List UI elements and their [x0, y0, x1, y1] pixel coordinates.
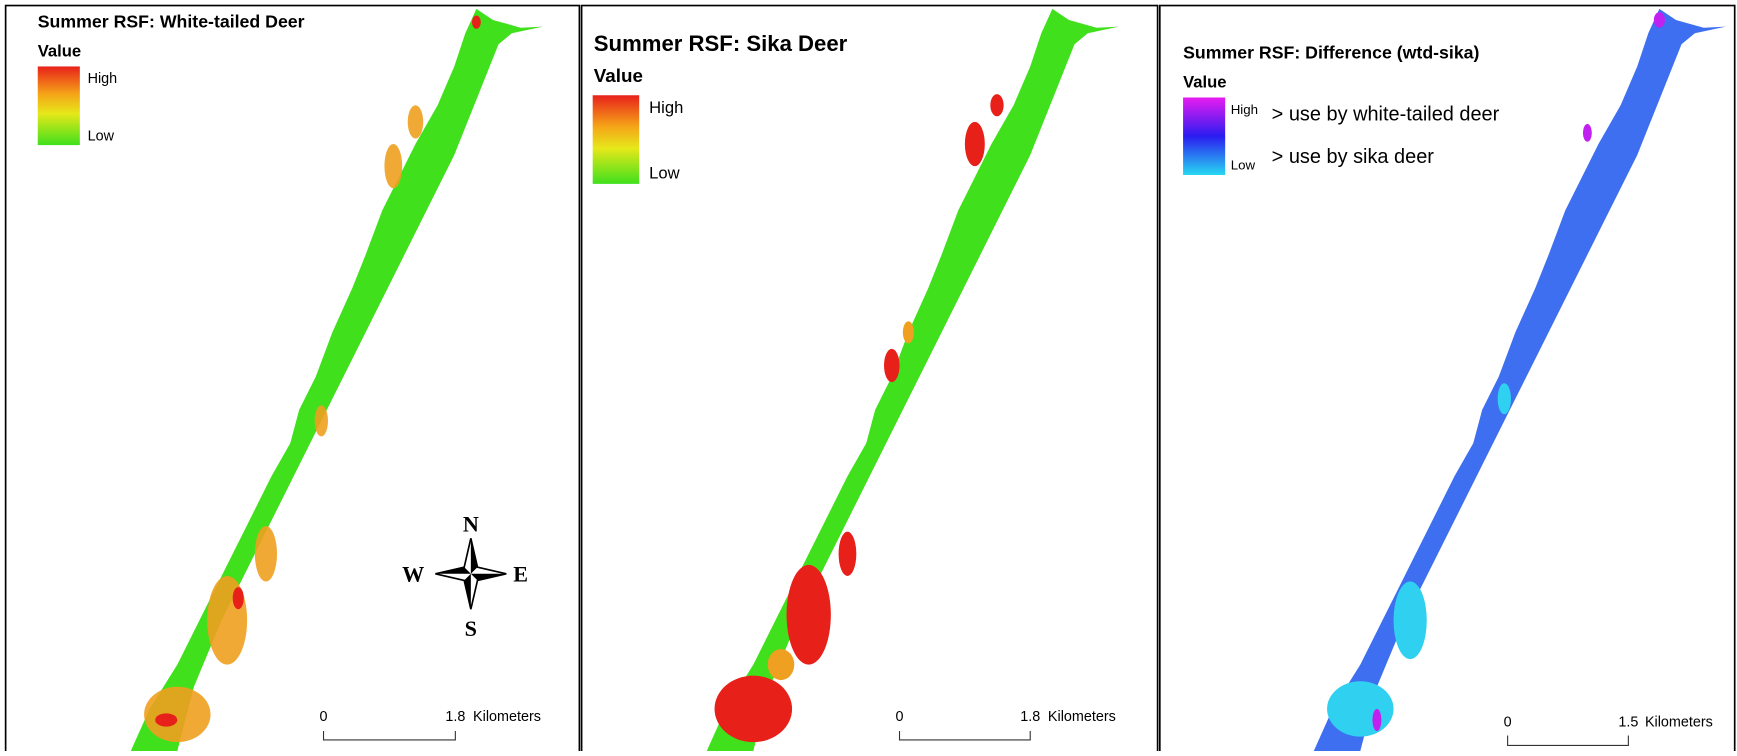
figure: Summer RSF: White-tailed Deer Value High Lo…	[0, 0, 1737, 751]
legend-low: Low	[649, 163, 680, 182]
compass	[435, 538, 506, 609]
legend-low: Low	[1231, 157, 1256, 172]
compass-n: N	[463, 512, 479, 537]
legend-note: > use by sika deer	[1272, 146, 1435, 168]
legend-note: > use by white-tailed deer	[1272, 104, 1500, 126]
map-wtd	[131, 9, 543, 751]
panel-title: Summer RSF: White-tailed Deer	[38, 12, 305, 32]
panel-title: Summer RSF: Difference (wtd-sika)	[1183, 43, 1479, 63]
panel-title: Summer RSF: Sika Deer	[594, 31, 848, 56]
legend-high: High	[1231, 102, 1258, 117]
page: {"panels": [ {"title": "Summer RSF: Whit…	[0, 0, 1737, 751]
scale-start: 0	[320, 709, 328, 725]
map-sika	[707, 9, 1119, 751]
compass-s: S	[465, 616, 477, 641]
legend-ramp	[38, 66, 80, 145]
compass-w: W	[402, 562, 424, 587]
legend-ramp	[593, 95, 640, 184]
legend-high: High	[649, 98, 683, 117]
scale-unit: Kilometers	[1645, 715, 1713, 731]
scale-start: 0	[896, 709, 904, 725]
compass-e: E	[513, 562, 528, 587]
legend-title: Value	[594, 65, 643, 86]
scale-end: 1.8	[445, 709, 465, 725]
legend-title: Value	[38, 41, 81, 60]
scale-end: 1.5	[1618, 715, 1638, 731]
scale-bars	[324, 731, 1629, 745]
legend-ramp	[1183, 97, 1225, 175]
legend-high: High	[88, 71, 118, 87]
legend-title: Value	[1183, 73, 1226, 92]
scale-unit: Kilometers	[473, 709, 541, 725]
scale-start: 0	[1504, 715, 1512, 731]
scale-unit: Kilometers	[1048, 709, 1116, 725]
scale-end: 1.8	[1020, 709, 1040, 725]
legend-low: Low	[88, 129, 115, 145]
